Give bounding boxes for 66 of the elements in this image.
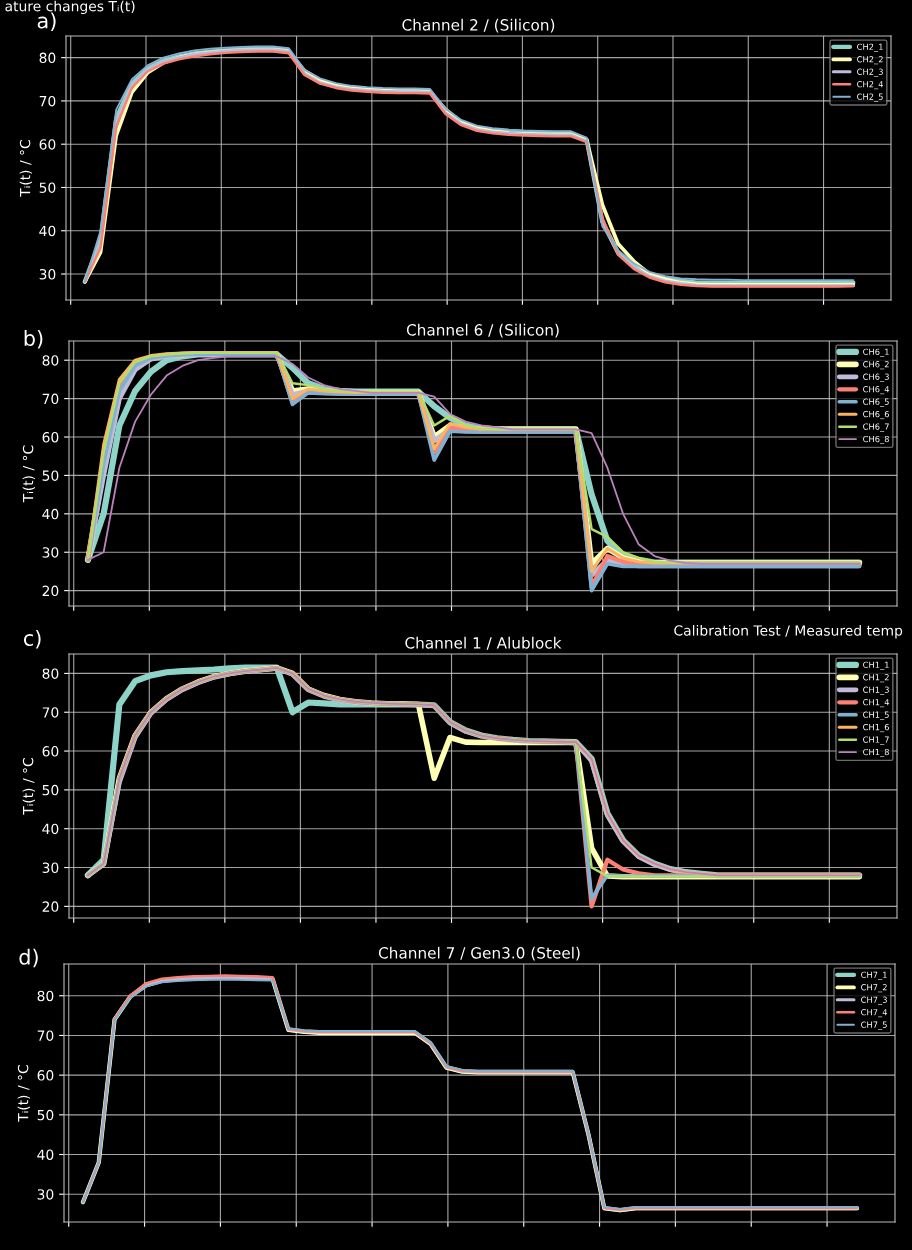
y-tick-label: 40 xyxy=(37,1149,54,1160)
y-tick-label: 20 xyxy=(42,585,59,597)
y-tick-label: 60 xyxy=(42,746,59,757)
legend-label: CH2_3 xyxy=(857,68,883,77)
text: d) xyxy=(19,948,38,968)
y-tick-label: 30 xyxy=(39,269,56,280)
y-tick-label: 50 xyxy=(42,784,59,796)
legend-label: CH6_4 xyxy=(863,386,890,395)
legend-label: CH1_5 xyxy=(863,711,889,720)
y-axis-title: Tᵢ(t) / °C xyxy=(22,445,35,503)
y-tick-label: 30 xyxy=(42,547,59,558)
legend-label: CH1_7 xyxy=(863,736,889,745)
legend-label: CH6_1 xyxy=(863,348,889,357)
legend-label: CH1_4 xyxy=(863,699,890,708)
y-tick-label: 80 xyxy=(42,355,59,366)
chart-title: Channel 1 / Alublock xyxy=(405,636,562,650)
y-tick-label: 50 xyxy=(42,470,59,481)
y-tick-label: 20 xyxy=(42,901,59,912)
legend-label: CH1_3 xyxy=(863,686,889,695)
legend-label: CH6_8 xyxy=(863,435,889,445)
chart-title: Channel 2 / (Silicon) xyxy=(402,18,555,33)
y-tick-label: 60 xyxy=(39,139,56,150)
legend-label: CH2_5 xyxy=(857,93,883,102)
y-tick-label: 50 xyxy=(37,1109,54,1121)
legend-label: CH1_1 xyxy=(863,661,889,670)
y-tick-label: 70 xyxy=(42,707,59,718)
y-tick-label: 30 xyxy=(42,862,59,873)
legend-label: CH7_1 xyxy=(861,971,887,980)
y-tick-label: 40 xyxy=(42,508,59,520)
legend-label: CH6_2 xyxy=(863,361,889,370)
y-axis-title: Tᵢ(t) / °C xyxy=(19,140,32,197)
legend-label: CH1_6 xyxy=(863,723,889,733)
y-tick-label: 30 xyxy=(37,1189,54,1200)
y-tick-label: 60 xyxy=(42,431,59,443)
text: c) xyxy=(23,629,41,649)
text: b) xyxy=(24,329,43,349)
y-tick-label: 40 xyxy=(39,225,56,237)
text: ature changes Tᵢ(t) xyxy=(5,0,135,15)
legend-label: CH2_1 xyxy=(857,43,883,52)
legend-label: CH6_5 xyxy=(863,398,889,407)
legend-label: CH2_4 xyxy=(857,81,884,90)
y-axis-title: Tᵢ(t) / °C xyxy=(22,758,35,815)
y-tick-label: 70 xyxy=(42,393,59,405)
legend-label: CH1_8 xyxy=(863,748,889,758)
legend-label: CH7_5 xyxy=(861,1021,887,1030)
y-tick-label: 70 xyxy=(37,1030,54,1041)
y-tick-label: 80 xyxy=(37,990,54,1002)
chart-title: Channel 6 / (Silicon) xyxy=(406,323,559,338)
text: Calibration Test / Measured temp xyxy=(674,625,903,639)
legend-label: CH1_2 xyxy=(863,674,889,683)
legend-label: CH7_4 xyxy=(861,1009,888,1018)
y-tick-label: 80 xyxy=(42,668,59,679)
legend-label: CH6_3 xyxy=(863,373,889,382)
y-tick-label: 60 xyxy=(37,1070,54,1081)
legend-label: CH7_2 xyxy=(861,984,887,993)
chart-title: Channel 7 / Gen3.0 (Steel) xyxy=(378,946,580,961)
y-tick-label: 50 xyxy=(39,182,56,193)
legend-label: CH7_3 xyxy=(861,996,887,1005)
y-tick-label: 40 xyxy=(42,823,59,835)
y-axis-title: Tᵢ(t) / °C xyxy=(17,1065,30,1122)
legend-label: CH6_7 xyxy=(863,423,889,432)
legend-label: CH2_2 xyxy=(857,56,883,65)
y-tick-label: 80 xyxy=(39,52,56,64)
text: a) xyxy=(37,12,56,31)
legend-label: CH6_6 xyxy=(863,410,889,420)
y-tick-label: 70 xyxy=(39,95,56,107)
